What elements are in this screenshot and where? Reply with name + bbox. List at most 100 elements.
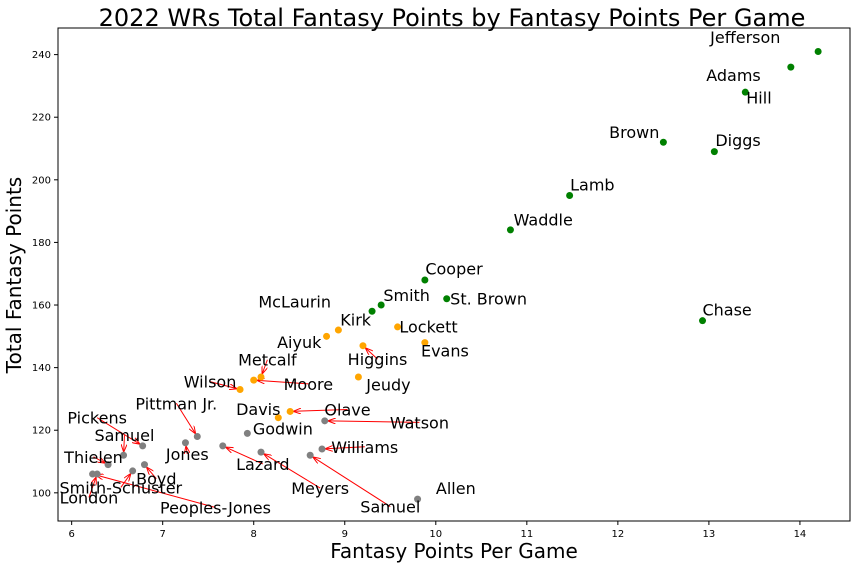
point-label: Godwin <box>253 419 313 438</box>
data-point <box>236 386 244 394</box>
annotation-arrow <box>314 457 391 507</box>
point-label: Kirk <box>340 311 372 330</box>
point-label: Diggs <box>715 131 760 150</box>
point-label: Watson <box>390 413 449 432</box>
annotation-arrow <box>226 448 264 465</box>
point-label: Lazard <box>236 455 289 474</box>
point-label: Samuel <box>94 426 154 445</box>
x-axis-label: Fantasy Points Per Game <box>330 539 578 563</box>
data-points <box>89 47 822 503</box>
data-point <box>814 47 822 55</box>
data-point <box>257 448 265 456</box>
point-label: Pittman Jr. <box>135 394 217 413</box>
point-label: Smith-Schuster <box>59 478 182 497</box>
data-point <box>566 191 574 199</box>
annotation-arrow <box>120 474 131 488</box>
data-point <box>274 414 282 422</box>
annotation-arrow <box>329 421 420 422</box>
y-tick-label: 140 <box>32 363 51 374</box>
chart-title: 2022 WRs Total Fantasy Points by Fantasy… <box>99 4 806 32</box>
point-label: Adams <box>706 66 761 85</box>
data-point <box>250 376 258 384</box>
x-tick-label: 12 <box>611 529 624 540</box>
point-label: Moore <box>284 375 333 394</box>
point-label: Smith <box>383 286 430 305</box>
annotation-arrow <box>96 475 216 508</box>
x-tick-label: 10 <box>429 529 442 540</box>
annotation-arrow <box>124 435 125 451</box>
data-point <box>257 373 265 381</box>
data-point <box>318 445 326 453</box>
point-label: Chase <box>702 301 751 320</box>
annotation-arrows <box>88 348 420 508</box>
plot-area <box>57 27 851 522</box>
data-point <box>129 467 137 475</box>
y-tick-label: 240 <box>32 50 51 61</box>
data-point <box>243 429 251 437</box>
point-label: Williams <box>331 438 398 457</box>
data-point <box>139 442 147 450</box>
data-point <box>140 461 148 469</box>
x-tick-label: 7 <box>160 529 166 540</box>
annotation-arrow <box>258 380 309 385</box>
annotation-arrow <box>264 454 321 489</box>
point-label: Pickens <box>67 409 127 428</box>
y-tick-label: 160 <box>32 301 51 312</box>
data-point <box>741 88 749 96</box>
data-point <box>334 326 342 334</box>
data-point <box>421 276 429 284</box>
point-label: St. Brown <box>450 289 527 308</box>
annotation-arrow <box>147 468 157 480</box>
annotation-arrow <box>209 381 236 389</box>
point-label: Olave <box>324 401 370 420</box>
x-tick-label: 14 <box>794 529 807 540</box>
point-label: Davis <box>236 400 280 419</box>
data-point <box>699 317 707 325</box>
point-label: Meyers <box>291 479 349 498</box>
data-point <box>394 323 402 331</box>
y-tick-label: 180 <box>32 238 51 249</box>
point-label: Cooper <box>425 260 483 279</box>
data-point <box>286 407 294 415</box>
data-point <box>421 339 429 347</box>
data-point <box>89 470 97 478</box>
point-label: Allen <box>436 479 476 498</box>
point-labels: Jefferson Adams Hill Brown Diggs Lamb Waddle Co… <box>59 28 780 517</box>
annotation-arrow <box>96 417 139 444</box>
y-tick-label: 120 <box>32 426 51 437</box>
point-label: Thielen <box>63 448 123 467</box>
point-label: Hill <box>746 89 771 108</box>
point-label: Aiyuk <box>277 333 322 352</box>
annotation-arrow <box>294 410 348 412</box>
point-label: Wilson <box>184 373 237 392</box>
x-tick-label: 8 <box>251 529 257 540</box>
x-tick-label: 13 <box>703 529 716 540</box>
data-point <box>181 439 189 447</box>
y-tick-label: 100 <box>32 488 51 499</box>
data-point <box>787 63 795 71</box>
data-point <box>219 442 227 450</box>
annotation-arrow <box>88 478 96 498</box>
annotation-arrow <box>262 359 268 374</box>
data-point <box>368 307 376 315</box>
point-label: Jones <box>165 445 209 464</box>
data-point <box>306 451 314 459</box>
data-point <box>377 301 385 309</box>
y-axis-label: Total Fantasy Points <box>2 177 26 374</box>
point-label: Higgins <box>348 350 408 369</box>
data-point <box>354 373 362 381</box>
point-label: Lamb <box>570 175 614 194</box>
point-label: Lockett <box>399 318 457 337</box>
y-tick-label: 220 <box>32 113 51 124</box>
point-label: Jefferson <box>709 28 780 47</box>
data-point <box>506 226 514 234</box>
x-axis: 6 7 8 9 10 11 12 13 14 <box>68 521 806 540</box>
y-tick-label: 200 <box>32 175 51 186</box>
point-label: Brown <box>609 123 659 142</box>
annotation-arrow <box>366 348 378 360</box>
point-label: Evans <box>421 342 469 361</box>
annotation-arrow <box>186 447 187 454</box>
point-label: Jeudy <box>365 375 410 394</box>
annotation-arrow <box>93 456 105 463</box>
